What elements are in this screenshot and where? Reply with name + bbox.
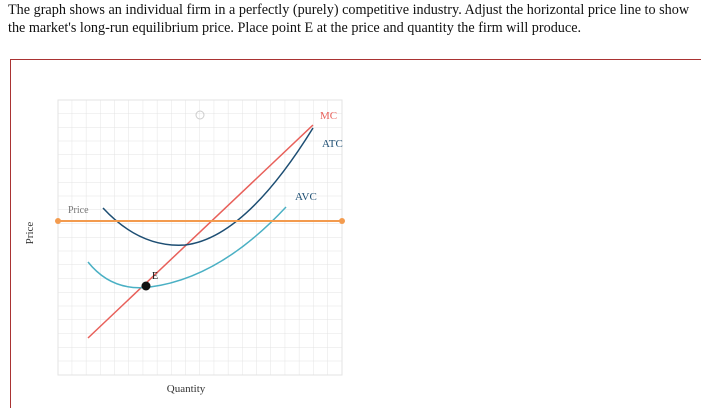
grid	[57, 99, 343, 376]
mc-label: MC	[320, 110, 337, 122]
point-e[interactable]	[141, 281, 151, 291]
price-handle[interactable]	[55, 218, 61, 224]
point-tool[interactable]	[195, 110, 205, 120]
price-handle[interactable]	[339, 218, 345, 224]
y-axis-label: Price	[24, 222, 36, 245]
question-line: The graph shows an individual firm in a …	[8, 2, 690, 18]
point-label: E	[152, 271, 158, 282]
panel-border	[10, 59, 701, 408]
mc-curve	[87, 124, 314, 339]
avc-curve	[87, 206, 287, 289]
question-line: the market's long-run equilibrium price.…	[8, 20, 582, 36]
atc-curve	[102, 127, 314, 246]
x-axis-label: Quantity	[167, 383, 206, 395]
price-line-label: Price	[68, 205, 89, 216]
avc-label: AVC	[295, 191, 317, 203]
question: The graph shows an individual firm in a …	[8, 1, 689, 37]
atc-label: ATC	[322, 138, 343, 150]
